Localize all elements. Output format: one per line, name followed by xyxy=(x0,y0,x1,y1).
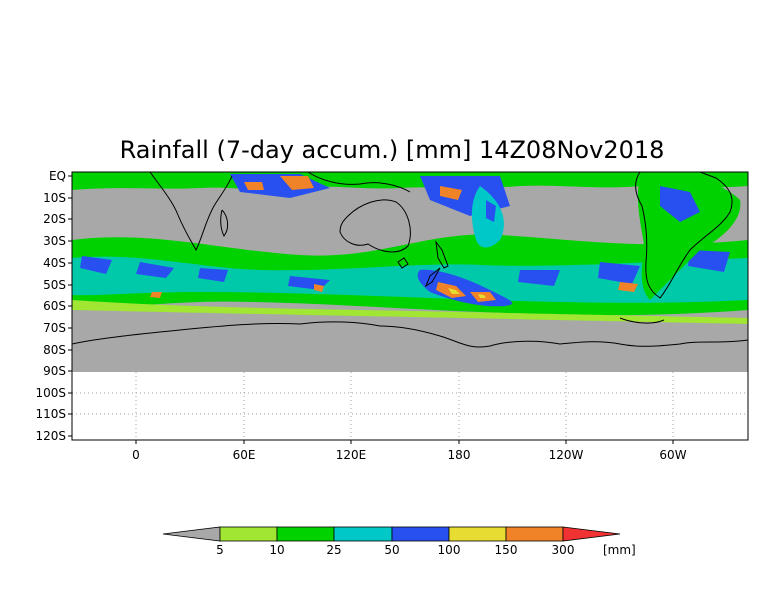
empty-region xyxy=(72,372,748,440)
colorbar-label-150: 150 xyxy=(494,543,518,557)
x-label-60e: 60E xyxy=(232,448,256,462)
x-label-120w: 120W xyxy=(548,448,584,462)
colorbar-label-25: 25 xyxy=(326,543,342,557)
colorbar-label-5: 5 xyxy=(216,543,224,557)
x-label-60w: 60W xyxy=(659,448,687,462)
y-label-10s: 10S xyxy=(43,191,66,205)
y-label-eq: EQ xyxy=(48,169,66,183)
colorbar-label-300: 300 xyxy=(551,543,575,557)
colorbar-bin-5-10 xyxy=(219,526,278,542)
y-label-40s: 40S xyxy=(43,256,66,270)
x-label-0: 0 xyxy=(132,448,140,462)
colorbar-under-arrow xyxy=(162,526,221,542)
y-label-30s: 30S xyxy=(43,234,66,248)
y-label-100s: 100S xyxy=(35,386,66,400)
axis-ticks xyxy=(68,175,674,444)
y-label-80s: 80S xyxy=(43,343,66,357)
y-label-120s: 120S xyxy=(35,429,66,443)
colorbar-bin-25-50 xyxy=(333,526,393,542)
y-label-110s: 110S xyxy=(35,407,66,421)
colorbar-bin-150-300 xyxy=(505,526,564,542)
colorbar-label-100: 100 xyxy=(437,543,461,557)
colorbar-over-arrow xyxy=(562,526,621,542)
x-label-180: 180 xyxy=(447,448,471,462)
coastlines xyxy=(72,172,748,348)
x-label-120e: 120E xyxy=(335,448,367,462)
colorbar-label-10: 10 xyxy=(269,543,285,557)
colorbar-label-50: 50 xyxy=(384,543,400,557)
colorbar xyxy=(162,526,621,542)
grid-lines xyxy=(72,372,748,440)
colorbar-bin-10-25 xyxy=(276,526,335,542)
y-label-50s: 50S xyxy=(43,278,66,292)
y-label-60s: 60S xyxy=(43,299,66,313)
rainfall-field xyxy=(72,172,748,324)
y-label-20s: 20S xyxy=(43,212,66,226)
colorbar-bin-50-100 xyxy=(391,526,450,542)
colorbar-unit: [mm] xyxy=(603,543,636,557)
y-label-70s: 70S xyxy=(43,321,66,335)
y-label-90s: 90S xyxy=(43,364,66,378)
map-title: Rainfall (7-day accum.) [mm] 14Z08Nov201… xyxy=(119,136,665,164)
colorbar-bin-100-150 xyxy=(448,526,507,542)
